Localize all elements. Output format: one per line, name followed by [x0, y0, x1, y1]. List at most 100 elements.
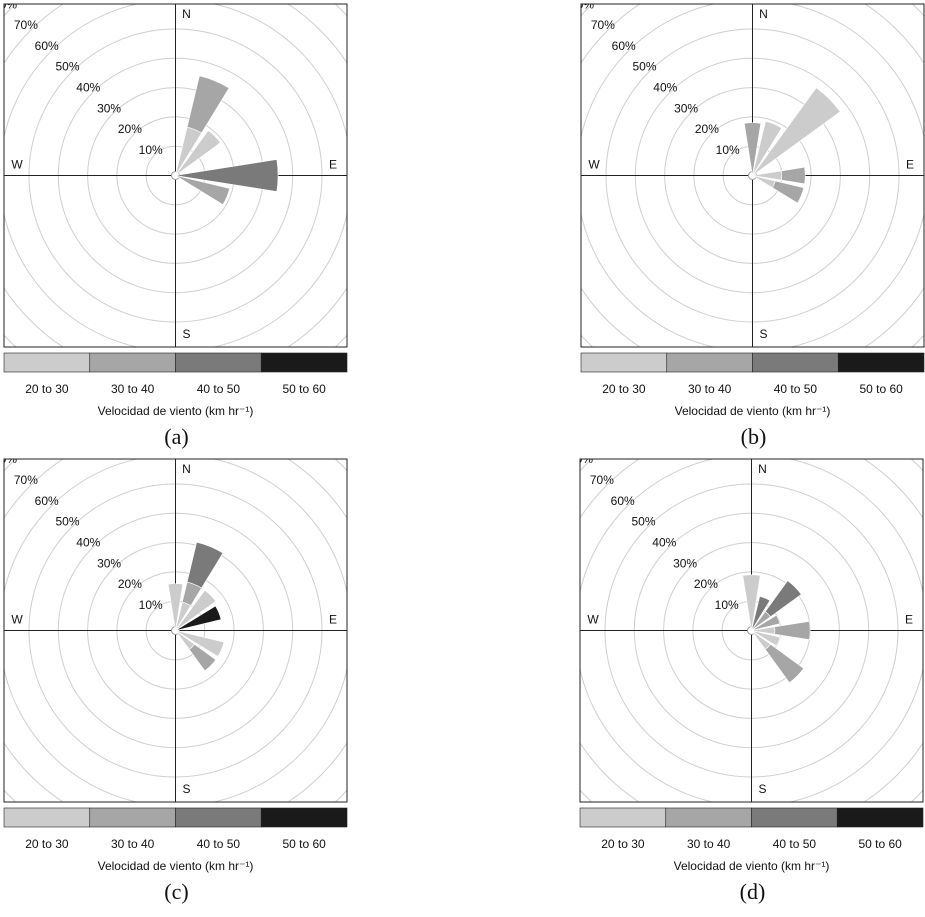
ring-label: 20% — [118, 122, 142, 136]
wind-rose-panel: 10% 20% 30% 40% 50% 60% 70% 80% N E S W 20 to 30 30 t… — [0, 452, 348, 904]
compass-label: S — [182, 782, 190, 796]
legend-swatch — [580, 352, 668, 373]
panel-caption: (b) — [741, 424, 767, 449]
compass-label: W — [587, 613, 599, 627]
ring-label: 80% — [0, 0, 17, 11]
legend-swatch — [175, 352, 262, 373]
compass-label: E — [329, 613, 337, 627]
legend-label: 30 to 40 — [688, 382, 732, 396]
ring-label: 30% — [97, 556, 121, 570]
legend-swatch — [665, 807, 752, 828]
ring-label: 60% — [35, 39, 59, 53]
wedge — [781, 166, 806, 185]
wedge — [175, 159, 279, 192]
panel-caption: (c) — [164, 879, 188, 904]
ring-label: 10% — [139, 143, 163, 157]
panel-caption: (a) — [164, 424, 188, 449]
wedge — [774, 620, 811, 641]
compass-label: W — [588, 158, 600, 172]
ring-label: 70% — [14, 18, 38, 32]
wedge — [175, 630, 225, 657]
ring-label: 50% — [631, 515, 655, 529]
compass-label: N — [759, 7, 768, 21]
wedge — [175, 589, 217, 631]
legend-title: Velocidad de viento (km hr⁻¹) — [674, 859, 830, 873]
wedge — [751, 630, 781, 647]
legend-swatch — [836, 807, 924, 828]
wedge — [752, 87, 841, 176]
wedge — [167, 583, 184, 631]
wind-rose-panel: 10% 20% 30% 40% 50% 60% 70% 80% N E S W 20 to 30 30 t… — [569, 452, 924, 904]
wedge — [764, 643, 805, 684]
grid-ring — [4, 4, 347, 347]
wedge — [772, 180, 805, 204]
legend-swatch — [751, 807, 838, 828]
legend-label: 40 to 50 — [774, 382, 818, 396]
compass-label: E — [329, 158, 337, 172]
ring-label: 20% — [118, 577, 142, 591]
compass-label: N — [758, 462, 767, 476]
legend-swatch — [89, 352, 176, 373]
compass-label: W — [11, 613, 23, 627]
legend-label: 50 to 60 — [282, 837, 326, 851]
wedge — [186, 541, 224, 589]
legend-label: 20 to 30 — [25, 837, 69, 851]
ring-label: 80% — [569, 452, 593, 466]
plot-area: 10% 20% 30% 40% 50% 60% 70% 80% — [581, 4, 924, 347]
ring-label: 30% — [673, 556, 697, 570]
wedge — [751, 595, 771, 631]
legend-label: 20 to 30 — [25, 382, 69, 396]
plot-area: 10% 20% 30% 40% 50% 60% 70% 80% — [0, 0, 347, 347]
ring-label: 50% — [55, 515, 79, 529]
ring-label: 10% — [715, 598, 739, 612]
legend-swatch — [837, 352, 925, 373]
wedge — [175, 175, 230, 205]
compass-label: E — [906, 158, 914, 172]
legend-label: 30 to 40 — [687, 837, 731, 851]
wedge — [743, 122, 762, 176]
ring-label: 50% — [632, 60, 656, 74]
ring-label: 20% — [695, 122, 719, 136]
legend-label: 50 to 60 — [282, 382, 326, 396]
compass-label: E — [905, 613, 913, 627]
legend-swatch — [752, 352, 839, 373]
legend-label: 40 to 50 — [197, 382, 241, 396]
legend-title: Velocidad de viento (km hr⁻¹) — [675, 404, 831, 418]
legend-swatch — [3, 352, 91, 373]
compass-label: N — [182, 462, 191, 476]
legend-label: 40 to 50 — [197, 837, 241, 851]
legend-swatch — [579, 807, 667, 828]
ring-label: 20% — [694, 577, 718, 591]
compass-label: N — [182, 7, 191, 21]
ring-label: 80% — [0, 452, 17, 466]
legend-label: 30 to 40 — [111, 837, 155, 851]
wedge — [764, 580, 802, 618]
legend-swatch — [260, 352, 348, 373]
ring-label: 70% — [591, 18, 615, 32]
legend-label: 50 to 60 — [858, 837, 902, 851]
wedge — [175, 605, 222, 631]
wedge — [751, 614, 781, 631]
legend-label: 20 to 30 — [601, 837, 645, 851]
ring-label: 40% — [653, 80, 677, 94]
wedge — [175, 130, 221, 176]
legend-label: 40 to 50 — [773, 837, 817, 851]
legend-swatch — [260, 807, 348, 828]
legend-swatch — [89, 807, 176, 828]
legend-label: 20 to 30 — [602, 382, 646, 396]
ring-label: 60% — [35, 494, 59, 508]
ring-label: 10% — [716, 143, 740, 157]
compass-label: S — [182, 327, 190, 341]
compass-label: S — [758, 782, 766, 796]
wedge — [742, 574, 761, 631]
compass-label: S — [759, 327, 767, 341]
ring-label: 10% — [139, 598, 163, 612]
ring-label: 50% — [55, 60, 79, 74]
ring-label: 30% — [674, 101, 698, 115]
grid-ring — [581, 4, 924, 347]
wedge — [188, 643, 217, 672]
ring-label: 30% — [97, 101, 121, 115]
legend-label: 30 to 40 — [111, 382, 155, 396]
ring-label: 70% — [14, 473, 38, 487]
